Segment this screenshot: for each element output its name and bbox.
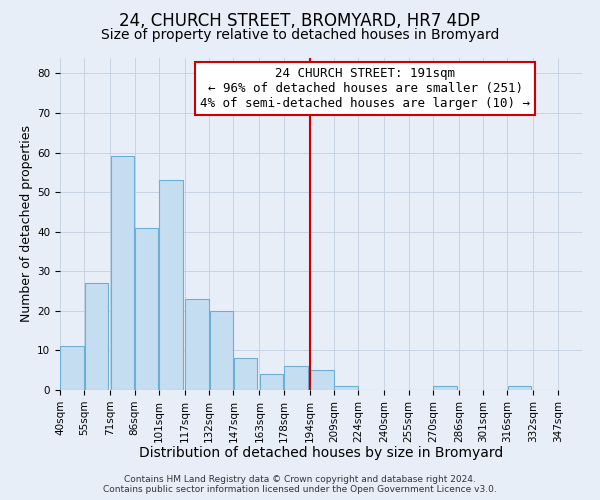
- Text: 24 CHURCH STREET: 191sqm
← 96% of detached houses are smaller (251)
4% of semi-d: 24 CHURCH STREET: 191sqm ← 96% of detach…: [200, 68, 530, 110]
- Text: Contains HM Land Registry data © Crown copyright and database right 2024.
Contai: Contains HM Land Registry data © Crown c…: [103, 474, 497, 494]
- Bar: [234, 358, 257, 390]
- Bar: [260, 374, 283, 390]
- Bar: [61, 346, 84, 390]
- Bar: [159, 180, 183, 390]
- Bar: [85, 283, 108, 390]
- Bar: [334, 386, 358, 390]
- Bar: [508, 386, 532, 390]
- Bar: [110, 156, 134, 390]
- X-axis label: Distribution of detached houses by size in Bromyard: Distribution of detached houses by size …: [139, 446, 503, 460]
- Bar: [135, 228, 158, 390]
- Bar: [310, 370, 334, 390]
- Y-axis label: Number of detached properties: Number of detached properties: [20, 125, 33, 322]
- Bar: [284, 366, 308, 390]
- Text: 24, CHURCH STREET, BROMYARD, HR7 4DP: 24, CHURCH STREET, BROMYARD, HR7 4DP: [119, 12, 481, 30]
- Text: Size of property relative to detached houses in Bromyard: Size of property relative to detached ho…: [101, 28, 499, 42]
- Bar: [185, 299, 209, 390]
- Bar: [433, 386, 457, 390]
- Bar: [209, 311, 233, 390]
